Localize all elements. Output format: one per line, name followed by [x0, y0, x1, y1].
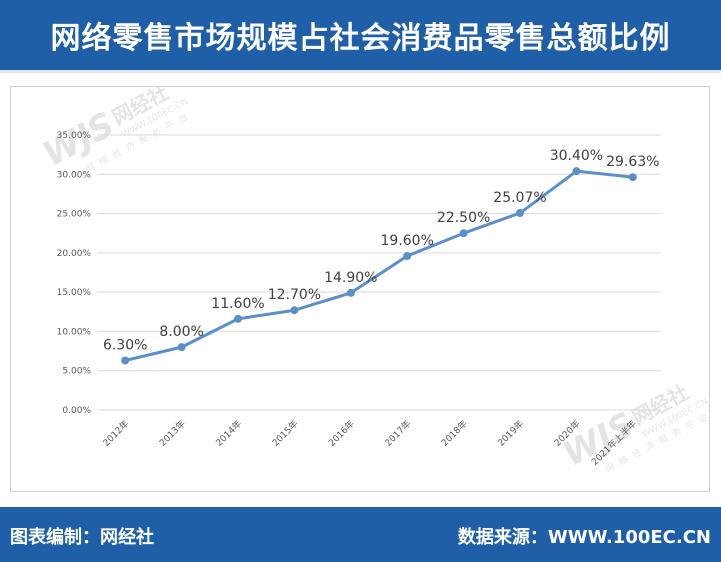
footer-banner: 图表编制：网经社 数据来源：WWW.100EC.CN [0, 507, 721, 562]
data-label: 19.60% [381, 233, 434, 249]
y-tick-label: 30.00% [57, 170, 92, 180]
data-point [459, 229, 468, 238]
x-tick-label: 2014年 [213, 418, 244, 449]
chart-credit: 图表编制：网经社 [10, 527, 154, 548]
data-label: 8.00% [159, 324, 203, 340]
data-label: 30.40% [550, 148, 603, 164]
y-tick-label: 20.00% [57, 249, 92, 259]
x-tick-label: 2015年 [269, 418, 300, 449]
data-label: 14.90% [324, 270, 377, 286]
watermark-group: WJS 网经社 WWW.100EC.CN 网络经济服务平台 WJS 网经社 WW… [36, 80, 715, 475]
y-tick-label: 10.00% [57, 327, 92, 337]
y-tick-label: 5.00% [62, 367, 91, 377]
y-axis-tick-labels: 0.00% 5.00% 10.00% 15.00% 20.00% 25.00% 30.00%… [57, 131, 92, 416]
page-title: 网络零售市场规模占社会消费品零售总额比例 [50, 21, 671, 56]
data-point [121, 356, 130, 365]
y-tick-label: 0.00% [62, 406, 91, 416]
chart-panel: WJS 网经社 WWW.100EC.CN 网络经济服务平台 WJS 网经社 WW… [10, 80, 715, 492]
data-point [403, 252, 412, 260]
data-point [346, 288, 355, 297]
data-point [234, 314, 242, 323]
y-tick-label: 25.00% [57, 210, 92, 220]
data-point [516, 209, 524, 218]
data-point [572, 167, 581, 176]
data-point [177, 343, 186, 352]
x-tick-label: 2018年 [439, 418, 470, 449]
line-chart: WJS 网经社 WWW.100EC.CN 网络经济服务平台 WJS 网经社 WW… [36, 80, 715, 475]
data-label: 29.63% [606, 154, 659, 170]
data-label: 25.07% [493, 190, 546, 206]
data-label: 6.30% [103, 338, 147, 354]
y-tick-label: 35.00% [57, 131, 92, 141]
x-tick-label: 2019年 [495, 418, 526, 449]
header-divider [0, 70, 721, 73]
data-source: 数据来源：WWW.100EC.CN [457, 527, 711, 548]
x-axis-tick-labels: 2012年 2013年 2014年 2015年 2016年 2017年 2018年 2019年… [100, 418, 639, 468]
data-labels: 6.30% 8.00% 11.60%12.70%14.90% 19.60%22.50%… [103, 148, 660, 353]
x-tick-label: 2012年 [100, 418, 131, 449]
x-tick-label: 2013年 [157, 418, 188, 449]
data-point [628, 173, 637, 182]
x-tick-label: 2016年 [326, 418, 357, 449]
data-label: 12.70% [268, 287, 321, 303]
x-tick-label: 2017年 [382, 418, 413, 449]
data-label: 11.60% [211, 296, 264, 312]
data-points [121, 167, 637, 365]
data-point [290, 306, 299, 315]
series-line [124, 169, 633, 362]
series-line-group [124, 169, 633, 362]
gridlines [97, 134, 661, 411]
chart-title-banner: 网络零售市场规模占社会消费品零售总额比例 [0, 0, 721, 70]
data-label: 22.50% [437, 210, 490, 226]
y-tick-label: 15.00% [57, 288, 92, 298]
